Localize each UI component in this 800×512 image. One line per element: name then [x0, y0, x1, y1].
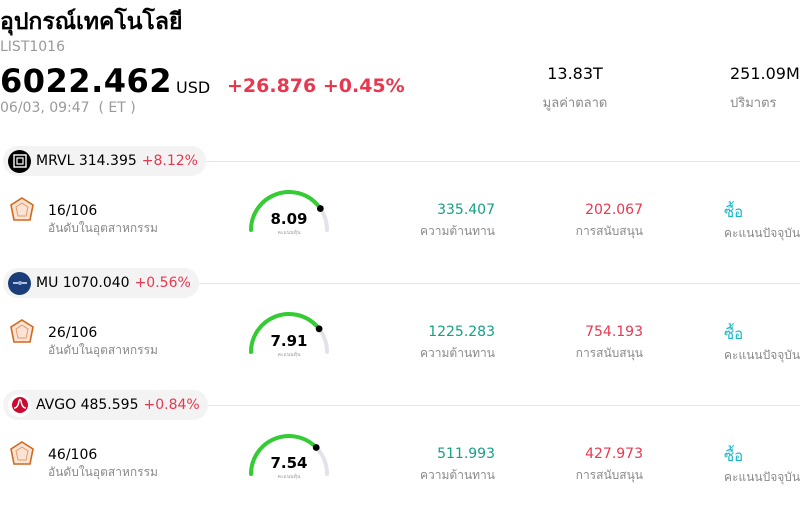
stock-change: +0.56%	[134, 275, 191, 291]
stock-change: +0.84%	[143, 397, 200, 413]
rating-label: คะแนนปัจจุบัน	[724, 348, 800, 362]
resistance-label: ความต้านทาน	[420, 346, 495, 360]
stock-score-label: คะแนนหุ้น	[277, 474, 301, 480]
index-price: 6022.462	[0, 62, 173, 100]
divider	[196, 283, 800, 284]
list-code: LIST1016	[0, 39, 65, 55]
gauge-fill	[249, 312, 319, 354]
avgo-logo-icon	[8, 393, 31, 417]
volume-label: ปริมาตร	[730, 96, 777, 111]
stock-symbol-price: MU 1070.040	[36, 275, 130, 291]
industry-rank-label: อันดับในอุตสาหกรรม	[48, 221, 158, 235]
divider	[206, 405, 800, 406]
stock-score-label: คะแนนหุ้น	[277, 230, 301, 236]
stock-score: 7.54	[270, 454, 308, 472]
currency-label: USD	[176, 78, 211, 97]
page-title: อุปกรณ์เทคโนโลยี	[0, 9, 183, 35]
market-cap-label: มูลค่าตลาด	[542, 96, 608, 111]
stock-change: +8.12%	[141, 153, 198, 169]
resistance-value: 511.993	[437, 446, 495, 462]
stock-card[interactable]: AVGO 485.595 +0.84% 46/106 อันดับในอุตสา…	[0, 390, 800, 512]
stock-score-label: คะแนนหุ้น	[277, 352, 301, 358]
support-label: การสนับสนุน	[575, 224, 643, 238]
score-gauge	[249, 190, 329, 232]
resistance-value: 1225.283	[428, 324, 495, 340]
stock-chip[interactable]: MU 1070.040 +0.56%	[3, 268, 199, 298]
industry-rank-icon	[10, 197, 34, 221]
industry-rank-icon	[10, 319, 34, 343]
rating-value: ซื้อ	[724, 325, 744, 343]
divider	[205, 161, 800, 162]
stock-card[interactable]: MRVL 314.395 +8.12% 16/106 อันดับในอุตสา…	[0, 146, 800, 268]
resistance-label: ความต้านทาน	[420, 468, 495, 482]
rating-label: คะแนนปัจจุบัน	[724, 470, 800, 484]
rating-value: ซื้อ	[724, 447, 744, 465]
industry-rank: 16/106	[48, 203, 98, 219]
market-cap-value: 13.83T	[547, 64, 603, 83]
gauge-fill	[249, 434, 316, 476]
gauge-marker	[316, 205, 324, 212]
timestamp: 06/03, 09:47 ( ET )	[0, 100, 136, 116]
gauge-marker	[315, 325, 323, 333]
support-value: 427.973	[585, 446, 643, 462]
stock-chip[interactable]: MRVL 314.395 +8.12%	[3, 146, 206, 176]
support-value: 202.067	[585, 202, 643, 218]
industry-rank-label: อันดับในอุตสาหกรรม	[48, 465, 158, 479]
gauge-fill	[249, 190, 320, 232]
mu-logo-icon	[8, 271, 31, 295]
support-label: การสนับสนุน	[575, 346, 643, 360]
gauge-marker	[312, 444, 320, 451]
mrvl-logo-icon	[8, 149, 31, 173]
industry-rank-label: อันดับในอุตสาหกรรม	[48, 343, 158, 357]
industry-rank: 26/106	[48, 325, 98, 341]
stock-card[interactable]: MU 1070.040 +0.56% 26/106 อันดับในอุตสาห…	[0, 268, 800, 390]
score-gauge	[249, 312, 329, 354]
stock-symbol-price: MRVL 314.395	[36, 153, 137, 169]
volume-value: 251.09M	[730, 64, 800, 83]
support-value: 754.193	[585, 324, 643, 340]
resistance-label: ความต้านทาน	[420, 224, 495, 238]
stock-symbol-price: AVGO 485.595	[36, 397, 139, 413]
industry-rank-icon	[10, 441, 34, 465]
resistance-value: 335.407	[437, 202, 495, 218]
score-gauge	[249, 434, 329, 476]
index-change: +26.876 +0.45%	[227, 75, 405, 97]
rating-value: ซื้อ	[724, 203, 744, 221]
stock-score: 7.91	[270, 332, 308, 350]
stock-chip[interactable]: AVGO 485.595 +0.84%	[3, 390, 208, 420]
stock-score: 8.09	[270, 210, 308, 228]
support-label: การสนับสนุน	[575, 468, 643, 482]
rating-label: คะแนนปัจจุบัน	[724, 226, 800, 240]
industry-rank: 46/106	[48, 447, 98, 463]
